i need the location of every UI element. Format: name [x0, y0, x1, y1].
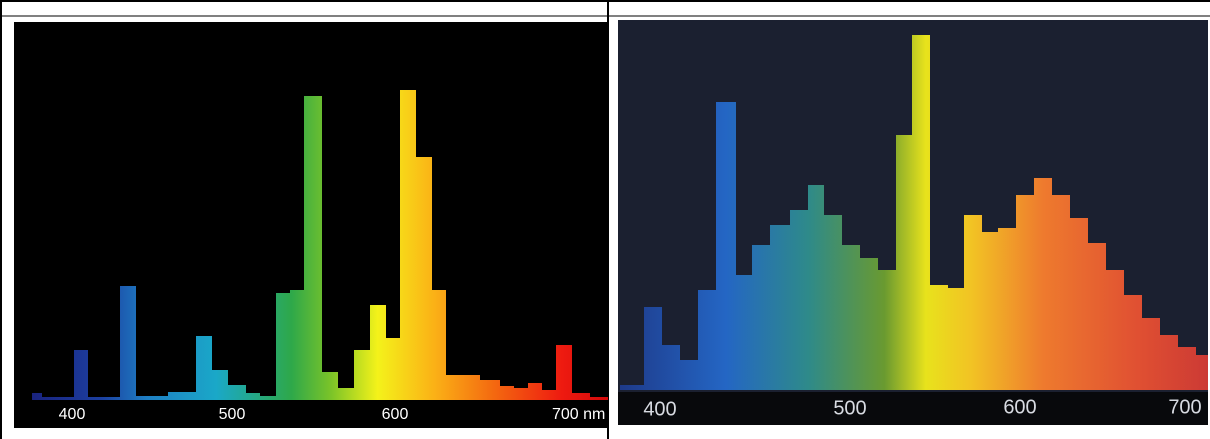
axis-label: 400 — [643, 398, 676, 420]
spectrum-image-left: 400 500 600 700 nm — [14, 22, 608, 428]
axis-label: 400 — [59, 406, 86, 423]
axis-label: 700 nm — [552, 406, 605, 423]
axis-label: 500 — [219, 406, 246, 423]
spectrum — [32, 90, 608, 400]
axis-strip — [618, 392, 1208, 425]
axis-label: 600 — [1003, 396, 1036, 418]
axis-label: 600 — [382, 406, 409, 423]
spectrum — [620, 35, 1208, 390]
axis-label: 500 — [833, 397, 866, 419]
axis-label: 700 — [1168, 396, 1201, 418]
spectrum-image-right: 400 500 600 700 — [618, 20, 1208, 425]
